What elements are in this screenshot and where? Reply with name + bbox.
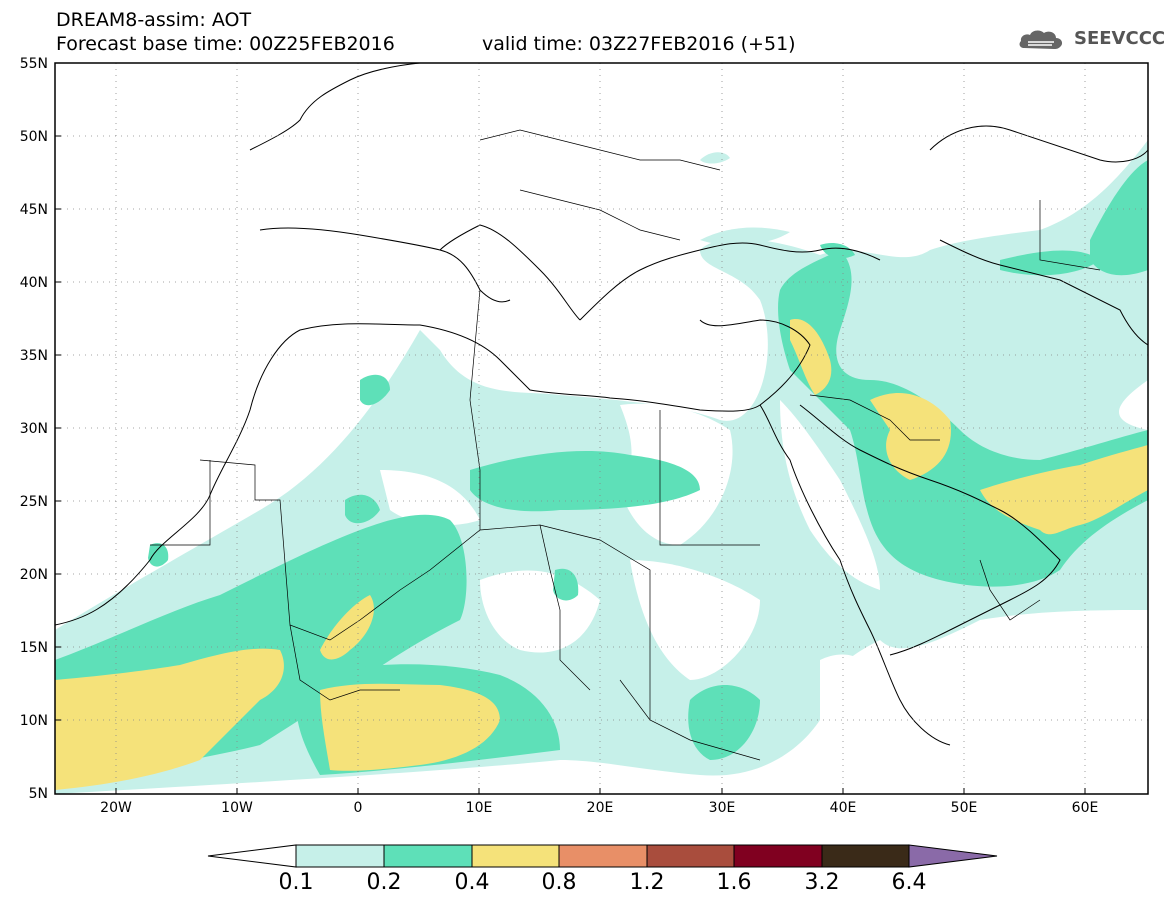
lon-label-30e: 30E [708,800,736,816]
lat-label-30n: 30N [19,421,48,437]
lat-label-50n: 50N [19,129,48,145]
logo-text: SEEVCCC [1074,28,1165,49]
colorbar-bin-3.2 [821,844,910,868]
colorbar-bin-1.2 [646,844,735,868]
lat-label-5n: 5N [28,786,48,802]
lon-label-20e: 20E [586,800,614,816]
coastlines [55,63,1148,746]
colorbar-bin-1.6 [733,844,823,868]
cloud-logo-icon [1019,30,1063,49]
colorbar-label-0.1: 0.1 [278,870,314,895]
colorbar [207,844,998,868]
colorbar-label-0.4: 0.4 [454,870,490,895]
colorbar-bin-0.8 [558,844,648,868]
lon-label-50e: 50E [950,800,978,816]
colorbar-label-1.2: 1.2 [629,870,665,895]
lat-label-55n: 55N [19,56,48,72]
lat-label-45n: 45N [19,202,48,218]
lat-label-25n: 25N [19,494,48,510]
lat-label-20n: 20N [19,567,48,583]
lon-label-0: 0 [353,800,363,816]
lat-label-35n: 35N [19,348,48,364]
valid-time: valid time: 03Z27FEB2016 (+51) [482,33,796,55]
graticule [55,63,1148,794]
aot-contours [55,140,1148,794]
colorbar-upper-arrow [908,844,998,868]
colorbar-label-0.2: 0.2 [366,870,402,895]
country-borders [150,129,1101,761]
map-title: DREAM8-assim: AOT [56,9,252,31]
axis-ticks [55,135,1086,794]
lon-label-60e: 60E [1071,800,1099,816]
lon-label-40e: 40E [829,800,857,816]
forecast-base-time: Forecast base time: 00Z25FEB2016 [56,33,395,55]
aot-level-0.4 [55,319,1148,790]
lon-label-10w: 10W [221,800,253,816]
lat-label-10n: 10N [19,713,48,729]
lat-label-40n: 40N [19,275,48,291]
lat-label-15n: 15N [19,640,48,656]
colorbar-label-0.8: 0.8 [541,870,577,895]
lon-label-10e: 10E [465,800,493,816]
colorbar-label-3.2: 3.2 [804,870,840,895]
lon-label-20w: 20W [100,800,132,816]
colorbar-lower-arrow [207,844,297,868]
colorbar-label-1.6: 1.6 [716,870,752,895]
colorbar-bin-0.1 [295,844,385,868]
colorbar-label-6.4: 6.4 [891,870,927,895]
colorbar-bin-0.4 [471,844,560,868]
colorbar-bin-0.2 [383,844,473,868]
